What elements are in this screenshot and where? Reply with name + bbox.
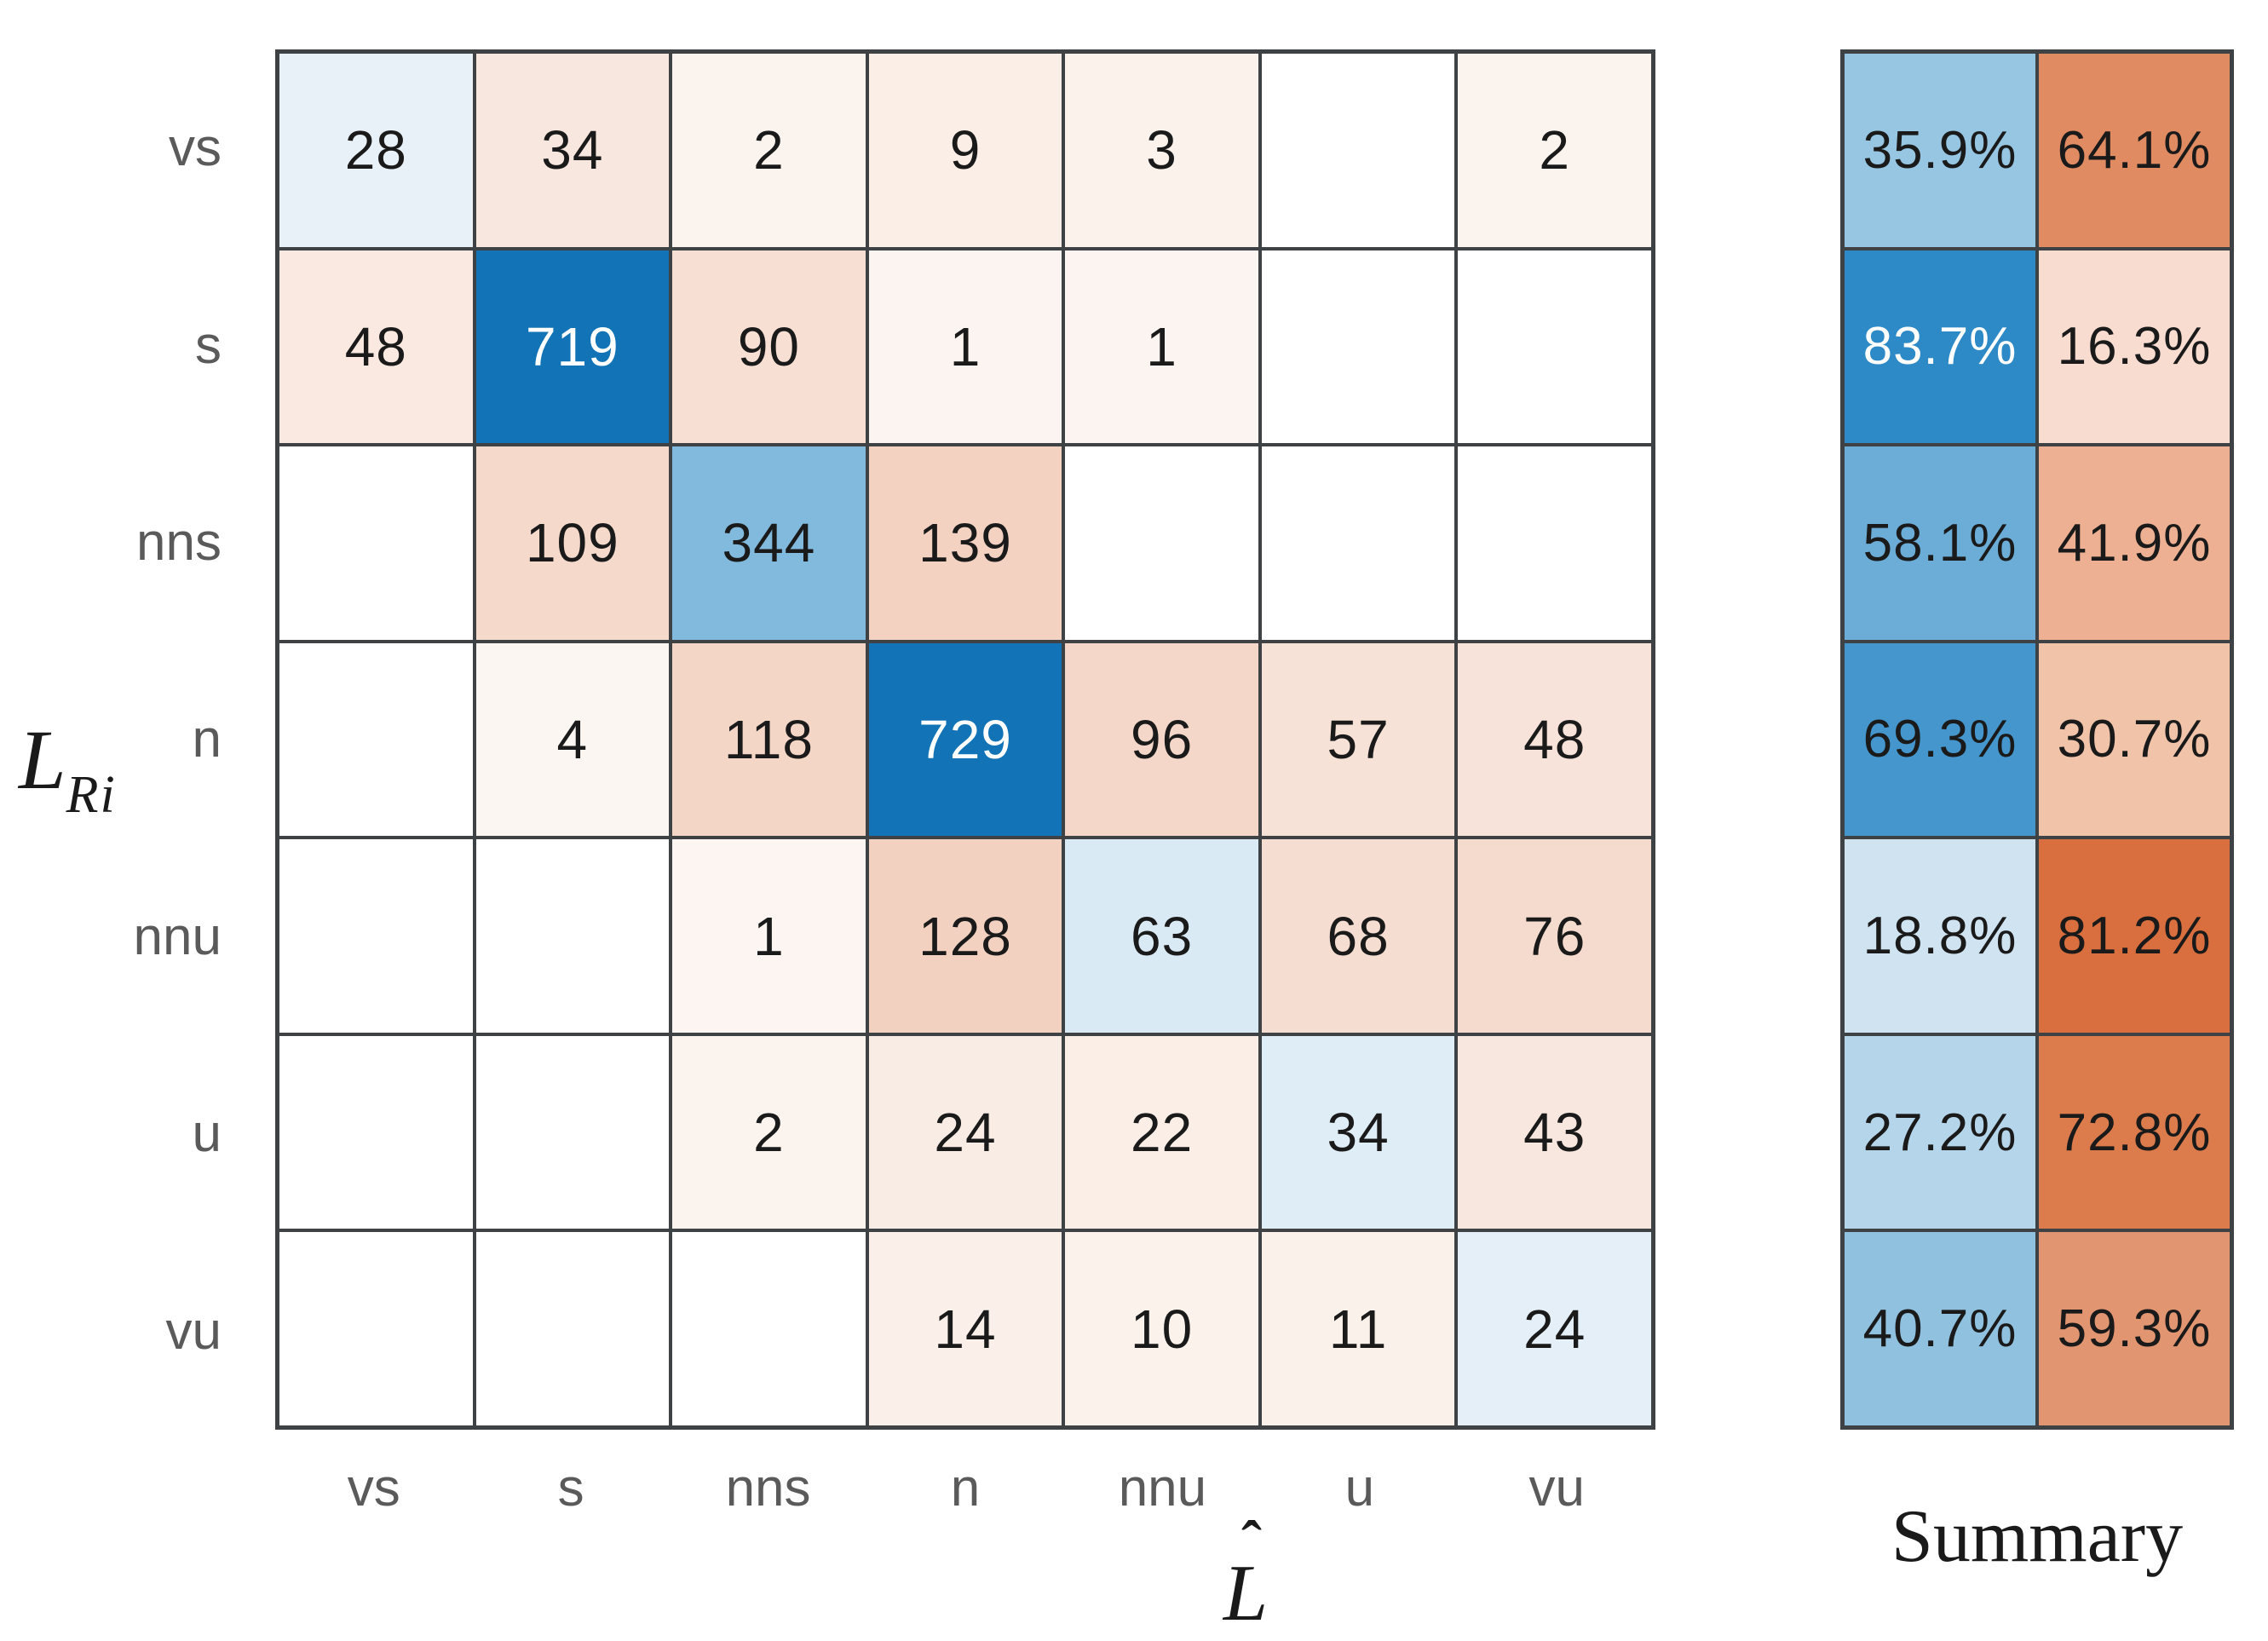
x-tick-label-nns: nns — [725, 1459, 811, 1517]
matrix-cell-u-s — [475, 1035, 670, 1229]
x-tick-label-vs: vs — [347, 1459, 400, 1517]
x-axis-label-base: L — [1223, 1549, 1269, 1638]
matrix-cell-s-s: 719 — [475, 250, 670, 444]
y-tick-labels: vs s nns n nnu u vu — [0, 49, 252, 1430]
matrix-cell-u-u: 34 — [1261, 1035, 1455, 1229]
matrix-cell-nnu-nns: 1 — [672, 839, 866, 1033]
matrix-cell-nns-nnu — [1065, 446, 1258, 640]
matrix-cell-vu-u: 11 — [1261, 1232, 1455, 1425]
matrix-cell-vs-nnu: 3 — [1065, 54, 1258, 247]
matrix-cell-nns-s: 109 — [475, 446, 670, 640]
matrix-cell-s-vs: 48 — [279, 250, 473, 444]
y-tick-label-s: s — [195, 315, 222, 375]
y-axis-label-subscript: Ri — [66, 766, 117, 824]
summary-cell-s-disagree: 16.3% — [2039, 250, 2230, 444]
matrix-cell-vu-vs — [279, 1232, 473, 1425]
matrix-cell-nnu-s — [475, 839, 670, 1033]
summary-title: Summary — [1891, 1495, 2184, 1578]
x-tick-label-vu: vu — [1528, 1459, 1586, 1517]
matrix-cell-n-vu: 48 — [1458, 642, 1651, 837]
matrix-cell-s-nns: 90 — [672, 250, 866, 444]
matrix-cell-vu-s — [475, 1232, 670, 1425]
x-tick-labels: vs s nns n nnu u vu — [275, 1459, 1655, 1535]
matrix-cell-vs-vs: 28 — [279, 54, 473, 247]
matrix-cell-n-vs — [279, 642, 473, 837]
matrix-cell-vs-vu: 2 — [1458, 54, 1651, 247]
matrix-cell-n-nnu: 96 — [1065, 642, 1258, 837]
matrix-cell-s-vu — [1458, 250, 1651, 444]
matrix-cell-n-nns: 118 — [672, 642, 866, 837]
summary-cell-vs-agree: 35.9% — [1845, 54, 2035, 247]
y-tick-label-vs: vs — [169, 118, 222, 178]
matrix-cell-vu-n: 14 — [868, 1232, 1062, 1425]
summary-cell-s-agree: 83.7% — [1845, 250, 2035, 444]
y-tick-label-vu: vu — [165, 1301, 222, 1361]
x-tick-label-u: u — [1344, 1459, 1375, 1517]
matrix-cell-s-u — [1261, 250, 1455, 444]
matrix-cell-n-n: 729 — [868, 642, 1062, 837]
y-tick-label-nns: nns — [136, 513, 222, 573]
matrix-cell-u-nnu: 22 — [1065, 1035, 1258, 1229]
x-tick-label-nnu: nnu — [1118, 1459, 1207, 1517]
x-tick-label-s: s — [557, 1459, 584, 1517]
matrix-cell-nnu-n: 128 — [868, 839, 1062, 1033]
matrix-cell-nns-nns: 344 — [672, 446, 866, 640]
y-tick-label-nnu: nnu — [133, 907, 222, 966]
matrix-cell-nns-vs — [279, 446, 473, 640]
matrix-cell-nnu-u: 68 — [1261, 839, 1455, 1033]
summary-cell-vs-disagree: 64.1% — [2039, 54, 2230, 247]
matrix-cell-nnu-vs — [279, 839, 473, 1033]
matrix-cell-nnu-vu: 76 — [1458, 839, 1651, 1033]
summary-cell-nnu-agree: 18.8% — [1845, 839, 2035, 1033]
summary-cell-u-disagree: 72.8% — [2039, 1035, 2230, 1229]
summary-cell-nns-disagree: 41.9% — [2039, 446, 2230, 640]
matrix-cell-n-u: 57 — [1261, 642, 1455, 837]
summary-cell-vu-agree: 40.7% — [1845, 1232, 2035, 1425]
matrix-cell-s-n: 1 — [868, 250, 1062, 444]
matrix-cell-u-vs — [279, 1035, 473, 1229]
confusion-matrix-grid: 28 34 2 9 3 2 48 719 90 1 1 109 344 139 4 118 729 96 57 48 1… — [275, 49, 1655, 1430]
matrix-cell-n-s: 4 — [475, 642, 670, 837]
matrix-cell-vs-n: 9 — [868, 54, 1062, 247]
matrix-cell-nns-vu — [1458, 446, 1651, 640]
y-tick-label-n: n — [192, 710, 222, 769]
summary-cell-nns-agree: 58.1% — [1845, 446, 2035, 640]
matrix-cell-vs-nns: 2 — [672, 54, 866, 247]
x-axis-label: ˆ L — [1160, 1512, 1331, 1638]
matrix-cell-vu-nns — [672, 1232, 866, 1425]
matrix-cell-vs-s: 34 — [475, 54, 670, 247]
matrix-cell-vu-vu: 24 — [1458, 1232, 1651, 1425]
matrix-cell-nns-n: 139 — [868, 446, 1062, 640]
matrix-cell-vs-u — [1261, 54, 1455, 247]
summary-cell-vu-disagree: 59.3% — [2039, 1232, 2230, 1425]
matrix-cell-u-n: 24 — [868, 1035, 1062, 1229]
summary-cell-n-agree: 69.3% — [1845, 642, 2035, 837]
summary-grid: 35.9% 64.1% 83.7% 16.3% 58.1% 41.9% 69.3% 30.7%… — [1840, 49, 2234, 1430]
matrix-cell-u-vu: 43 — [1458, 1035, 1651, 1229]
summary-cell-n-disagree: 30.7% — [2039, 642, 2230, 837]
matrix-cell-u-nns: 2 — [672, 1035, 866, 1229]
x-tick-label-n: n — [950, 1459, 981, 1517]
matrix-cell-nnu-nnu: 63 — [1065, 839, 1258, 1033]
y-axis-label: LRi — [19, 717, 240, 822]
y-tick-label-u: u — [192, 1104, 222, 1164]
matrix-cell-s-nnu: 1 — [1065, 250, 1258, 444]
matrix-cell-vu-nnu: 10 — [1065, 1232, 1258, 1425]
summary-cell-u-agree: 27.2% — [1845, 1035, 2035, 1229]
y-axis-label-base: L — [19, 712, 66, 807]
matrix-cell-nns-u — [1261, 446, 1455, 640]
summary-cell-nnu-disagree: 81.2% — [2039, 839, 2230, 1033]
